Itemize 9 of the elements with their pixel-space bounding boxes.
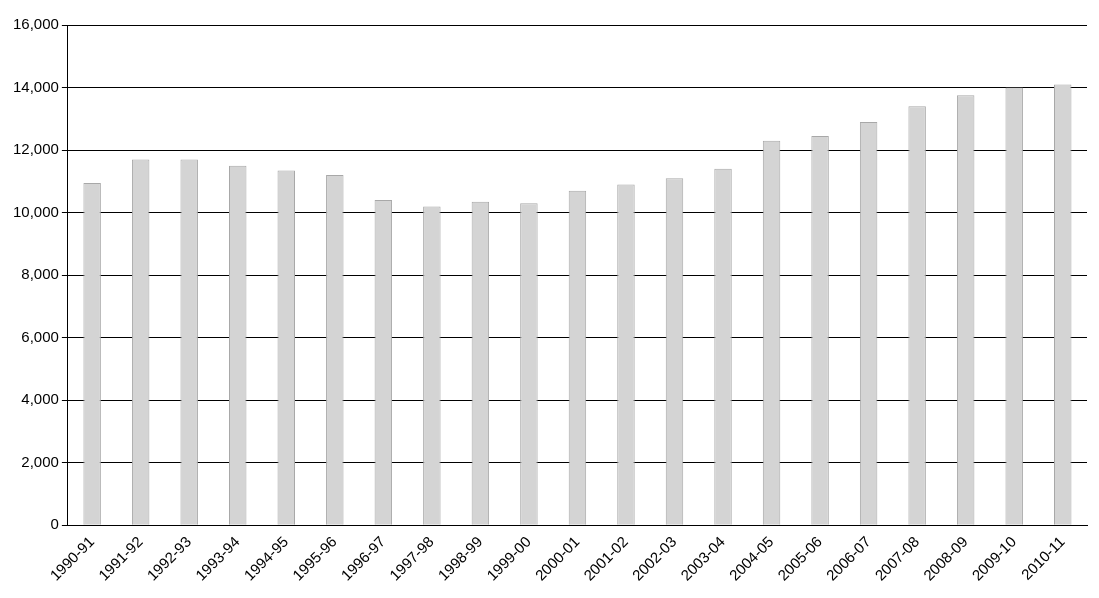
- y-tick-label: 4,000: [21, 390, 59, 408]
- y-tick-label: 16,000: [12, 15, 59, 33]
- y-tick-label: 12,000: [12, 140, 59, 158]
- y-tick-label: 10,000: [12, 202, 59, 220]
- y-tick-label: 2,000: [21, 452, 59, 470]
- y-tick-label: 8,000: [21, 265, 59, 283]
- y-tick-label: 0: [50, 515, 59, 533]
- y-tick-label: 14,000: [12, 77, 59, 95]
- y-tick-label: 6,000: [21, 327, 59, 345]
